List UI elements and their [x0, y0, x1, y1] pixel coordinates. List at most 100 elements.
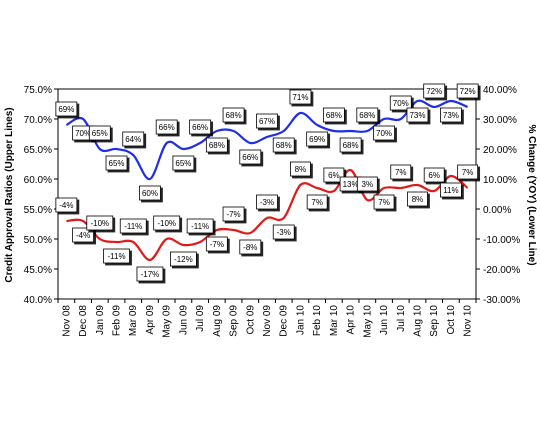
yoy-change-data-label: 8%: [412, 195, 424, 204]
approval-ratio-data-label: 68%: [276, 141, 292, 150]
yoy-change-label-box: [373, 194, 395, 210]
x-tick-label: Nov 10: [463, 305, 474, 337]
approval-ratio-data-label: 65%: [175, 159, 191, 168]
plot-area: [57, 88, 477, 300]
approval-ratio-label-box: [256, 113, 278, 129]
left-axis-title: Credit Approval Ratios (Upper Lines): [4, 107, 15, 282]
yoy-change-data-label: 7%: [311, 198, 323, 207]
approval-ratio-data-label: 68%: [226, 111, 242, 120]
approval-ratio-label-box: [289, 89, 312, 105]
approval-ratio-label-box: [239, 149, 262, 165]
x-tick-label: Nov 09: [262, 305, 273, 337]
approval-ratio-data-label: 68%: [359, 111, 375, 120]
left-tick-label: 70.0%: [24, 115, 52, 126]
approval-ratio-data-label: 65%: [92, 129, 108, 138]
right-axis-title: % Change (YOY) (Lower Line): [526, 124, 537, 265]
approval-ratio-label-box: [456, 83, 479, 99]
yoy-change-data-label: 7%: [395, 168, 407, 177]
approval-ratio-data-label: 68%: [209, 141, 225, 150]
yoy-change-data-label: 6%: [328, 171, 340, 180]
x-tick-label: Aug 09: [212, 305, 223, 337]
x-tick-label: Feb 09: [112, 305, 123, 337]
yoy-change-data-label: 3%: [362, 180, 374, 189]
left-tick-label: 75.0%: [24, 85, 52, 96]
x-tick-label: Oct 10: [446, 305, 457, 335]
x-tick-label: Dec 08: [78, 305, 89, 337]
yoy-change-label-box: [323, 167, 345, 183]
approval-ratio-data-label: 72%: [460, 87, 476, 96]
yoy-change-label-box: [423, 167, 445, 183]
approval-ratio-data-label: 71%: [292, 93, 308, 102]
yoy-change-data-label: 7%: [462, 168, 474, 177]
yoy-change-label-box: [119, 218, 147, 234]
approval-ratio-label-box: [306, 131, 329, 147]
approval-ratio-data-label: 72%: [426, 87, 442, 96]
right-tick-label: 40.00%: [483, 85, 517, 96]
x-tick-label: Mar 10: [329, 305, 340, 337]
yoy-change-label-box: [407, 191, 428, 207]
right-tick-label: -10.00%: [483, 235, 520, 246]
approval-ratio-data-label: 67%: [259, 117, 275, 126]
x-tick-label: Nov 08: [61, 305, 72, 337]
yoy-change-data-label: -17%: [141, 270, 160, 279]
yoy-change-data-label: -11%: [191, 222, 209, 231]
yoy-change-label-box: [136, 266, 164, 282]
x-tick-label: Sep 09: [229, 305, 240, 337]
right-tick-label: -30.00%: [483, 295, 520, 306]
approval-ratio-label-box: [155, 119, 178, 135]
left-tick-label: 60.0%: [24, 175, 52, 186]
yoy-change-data-label: -7%: [210, 240, 224, 249]
x-tick-label: Apr 10: [346, 305, 357, 335]
yoy-change-data-label: -8%: [243, 243, 257, 252]
series-layer: [65, 99, 469, 262]
yoy-change-label-box: [390, 164, 412, 180]
x-tick-label: Sep 10: [429, 305, 440, 337]
approval-ratio-label-box: [222, 107, 245, 123]
yoy-change-data-label: -3%: [277, 228, 291, 237]
yoy-change-data-label: -11%: [124, 222, 142, 231]
x-tick-label: Dec 09: [279, 305, 290, 337]
left-tick-label: 65.0%: [24, 145, 52, 156]
yoy-change-label-box: [256, 194, 278, 210]
approval-ratio-label-box: [322, 107, 345, 123]
approval-ratio-label-box: [122, 131, 145, 147]
approval-ratio-label-box: [423, 83, 446, 99]
approval-ratio-label-box: [172, 155, 195, 171]
x-tick-label: May 09: [162, 305, 173, 338]
yoy-change-label-box: [186, 218, 214, 234]
approval-ratio-label-box: [356, 107, 379, 123]
x-tick-label: Jan 09: [95, 305, 106, 335]
yoy-change-data-label: -10%: [157, 219, 176, 228]
left-tick-label: 40.0%: [24, 295, 52, 306]
approval-ratio-data-label: 60%: [142, 189, 158, 198]
yoy-change-line: [66, 168, 469, 262]
yoy-change-label-box: [205, 236, 228, 252]
approval-ratio-data-label: 70%: [393, 99, 409, 108]
approval-ratio-label-box: [139, 185, 161, 201]
approval-ratio-data-label: 65%: [109, 159, 125, 168]
right-tick-label: -20.00%: [483, 265, 520, 276]
yoy-change-data-label: 11%: [443, 186, 458, 195]
x-tick-label: Jan 10: [295, 305, 306, 335]
yoy-change-data-label: -4%: [76, 231, 90, 240]
yoy-change-label-box: [290, 161, 311, 177]
yoy-change-label-box: [55, 197, 78, 213]
x-tick-label: May 10: [362, 305, 373, 338]
right-tick-label: 30.00%: [483, 115, 517, 126]
yoy-change-data-label: -11%: [107, 252, 125, 261]
x-axis: Nov 08 Dec 08 Jan 09 Feb 09 Mar 09 Apr 09 May …: [57, 299, 477, 338]
yoy-change-label-box: [306, 194, 328, 210]
approval-ratio-data-label: 73%: [409, 111, 425, 120]
approval-ratio-data-label: 66%: [159, 123, 175, 132]
approval-ratio-data-label: 69%: [309, 135, 325, 144]
approval-ratio-line: [65, 99, 469, 181]
approval-ratio-data-label: 68%: [343, 141, 359, 150]
yoy-change-label-box: [457, 164, 479, 180]
left-tick-label: 45.0%: [24, 265, 52, 276]
approval-ratio-data-label: 70%: [376, 129, 392, 138]
approval-ratio-label-box: [105, 155, 128, 171]
approval-ratio-label-box: [339, 137, 362, 153]
approval-ratio-data-label: 68%: [326, 111, 342, 120]
approval-ratio-label-box: [389, 95, 412, 111]
